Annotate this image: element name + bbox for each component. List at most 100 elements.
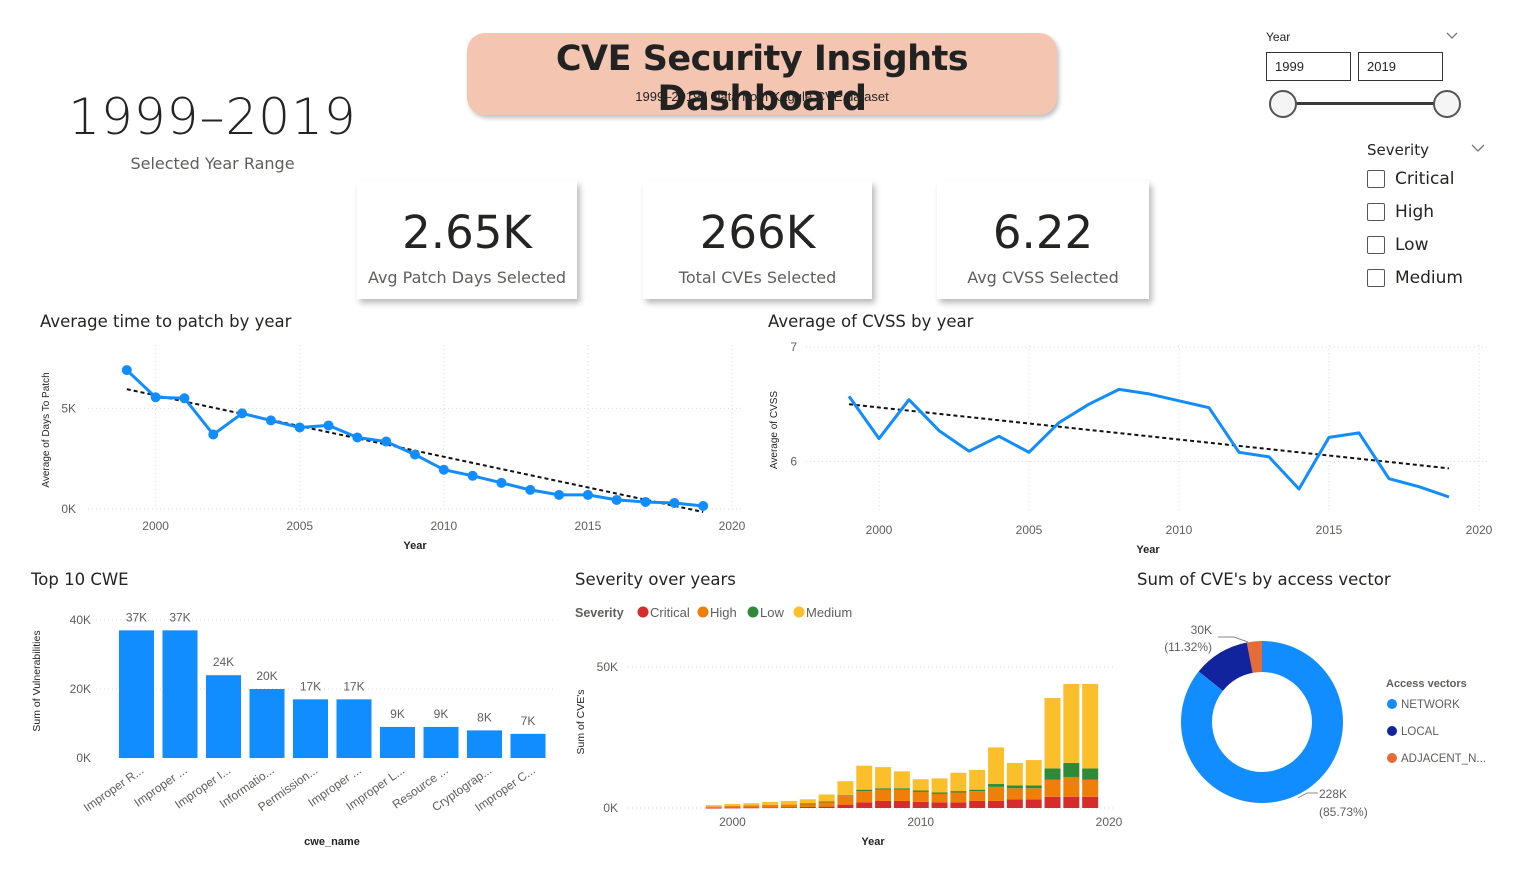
bar-segment-critical	[969, 800, 986, 808]
data-point	[438, 464, 449, 475]
donut-slice-network	[1181, 641, 1344, 803]
data-point	[525, 484, 536, 495]
year-from-input[interactable]: 1999	[1266, 52, 1351, 81]
year-slider-end-handle[interactable]	[1433, 90, 1461, 118]
bar-segment-medium	[875, 767, 892, 789]
bar-segment-critical	[1063, 796, 1080, 808]
kpi-value: 266K	[699, 206, 816, 259]
y-tick-label: 7	[790, 340, 797, 354]
bar-segment-high	[988, 786, 1005, 801]
severity-options: Critical High Low Medium	[1367, 162, 1489, 294]
data-point	[381, 436, 392, 447]
data-point	[611, 494, 622, 505]
bar-segment-low	[988, 784, 1005, 787]
bar-segment-critical	[743, 807, 760, 809]
bar-segment-medium	[780, 800, 797, 805]
data-label: 7K	[521, 714, 536, 728]
bar-segment-medium	[799, 799, 816, 804]
data-point	[698, 500, 709, 511]
x-tick-label: 2015	[1316, 523, 1343, 537]
bar-segment-medium	[762, 801, 779, 805]
data-label: 8K	[477, 710, 492, 724]
series-line	[847, 387, 1450, 499]
y-axis-title: Sum of CVE's	[575, 689, 587, 754]
chevron-down-icon[interactable]	[1445, 30, 1459, 40]
patch-chart-title: Average time to patch by year	[40, 312, 292, 331]
year-to-input[interactable]: 2019	[1358, 52, 1443, 81]
bar-segment-critical	[893, 800, 910, 808]
bar	[336, 699, 372, 758]
data-point	[265, 415, 276, 426]
x-tick-label: 2020	[1096, 815, 1123, 829]
x-tick-label: 2010	[907, 815, 934, 829]
checkbox[interactable]	[1367, 235, 1385, 254]
year-slider-start-handle[interactable]	[1269, 90, 1297, 118]
data-label: 9K	[434, 707, 449, 721]
x-tick-label: 2005	[286, 519, 313, 533]
bar-segment-high	[724, 805, 741, 808]
cwe-chart-title: Top 10 CWE	[31, 570, 129, 589]
bar-segment-high	[856, 791, 873, 803]
data-point	[121, 365, 132, 376]
data-label-value: 30K	[1191, 623, 1212, 637]
year-slicer: Year 1999 2019	[1265, 28, 1465, 123]
bar-segment-medium	[705, 805, 722, 807]
bar-segment-medium	[1082, 683, 1099, 769]
bar-segment-critical	[1044, 796, 1061, 808]
option-label: Critical	[1395, 168, 1455, 189]
severity-option-high[interactable]: High	[1367, 195, 1489, 228]
data-point	[496, 477, 507, 488]
bar-segment-high	[969, 791, 986, 801]
data-point	[554, 489, 565, 500]
bar-segment-high	[931, 793, 948, 803]
bar-segment-critical	[950, 802, 967, 808]
bar-segment-high	[875, 789, 892, 801]
bar	[249, 689, 285, 758]
data-point	[669, 497, 680, 508]
dashboard-subtitle: 1999–2019 | Data from Kaggle CVE dataset	[635, 89, 889, 104]
bar	[162, 630, 198, 758]
bar-segment-low	[969, 789, 986, 792]
data-point	[208, 429, 219, 440]
bar-segment-critical	[1006, 799, 1023, 808]
checkbox[interactable]	[1367, 268, 1385, 287]
bar-segment-low	[875, 788, 892, 790]
checkbox[interactable]	[1367, 202, 1385, 221]
severity-option-medium[interactable]: Medium	[1367, 261, 1489, 294]
data-point	[237, 408, 248, 419]
data-point	[640, 496, 651, 507]
legend-marker	[637, 606, 649, 618]
x-axis-title: Year	[1136, 544, 1160, 556]
bar-segment-high	[743, 805, 760, 808]
severity-option-low[interactable]: Low	[1367, 228, 1489, 261]
kpi-value: 2.65K	[402, 206, 532, 259]
legend-marker	[793, 606, 805, 618]
y-axis-title: Sum of Vulnerabilities	[31, 630, 43, 731]
data-label: 37K	[126, 610, 147, 624]
x-tick-label: 2005	[1016, 523, 1043, 537]
bar-segment-low	[931, 792, 948, 794]
bar-segment-high	[762, 804, 779, 808]
legend-marker	[1387, 726, 1397, 736]
y-tick-label: 5K	[61, 401, 76, 415]
chevron-down-icon[interactable]	[1470, 142, 1486, 154]
severity-option-critical[interactable]: Critical	[1367, 162, 1489, 195]
data-point	[352, 432, 363, 443]
kpi-avg-cvss: 6.22 Avg CVSS Selected	[937, 181, 1149, 299]
bar-segment-high	[780, 804, 797, 808]
x-tick-label: 2000	[866, 523, 893, 537]
bar-segment-critical	[856, 802, 873, 808]
bar-segment-critical	[780, 807, 797, 808]
data-point	[150, 392, 161, 403]
x-axis-title: Year	[861, 836, 885, 848]
x-tick-label: 2010	[1166, 523, 1193, 537]
bar-segment-critical	[931, 802, 948, 808]
bar-segment-medium	[988, 747, 1005, 785]
checkbox[interactable]	[1367, 169, 1385, 188]
dashboard-title: CVE Security Insights Dashboard	[555, 39, 969, 119]
bar-segment-critical	[705, 807, 722, 809]
bar-segment-medium	[724, 803, 741, 806]
bar-segment-high	[818, 801, 835, 807]
kpi-label: Avg CVSS Selected	[967, 268, 1119, 287]
